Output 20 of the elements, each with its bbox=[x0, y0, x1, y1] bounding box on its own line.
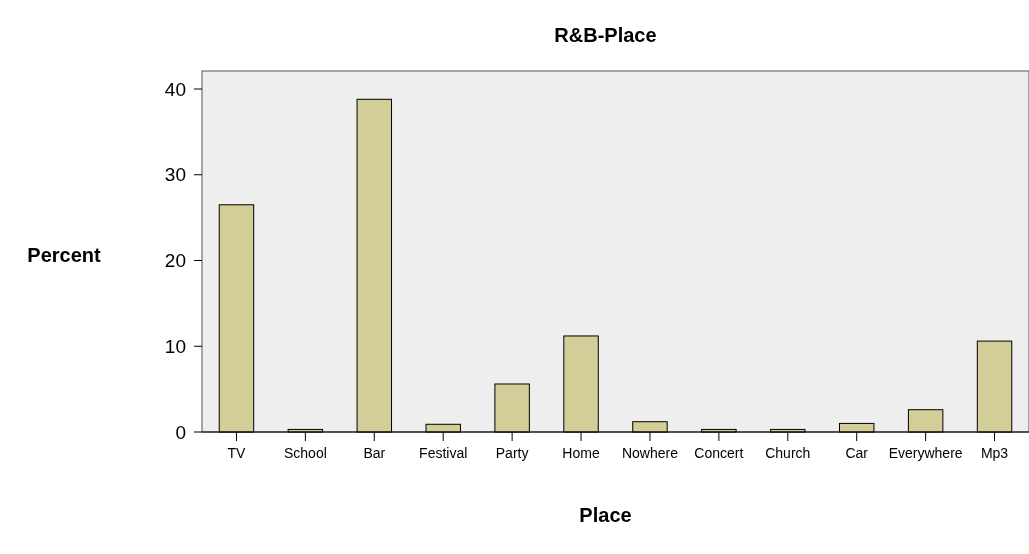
x-tick-label: Party bbox=[495, 445, 529, 461]
x-tick-label: Bar bbox=[363, 445, 386, 461]
x-tick-label: Concert bbox=[694, 445, 744, 461]
chart-title: R&B-Place bbox=[554, 24, 657, 46]
y-tick-label: 0 bbox=[175, 421, 186, 443]
y-tick-label: 30 bbox=[164, 164, 186, 186]
y-tick-label: 20 bbox=[164, 250, 186, 272]
x-tick-label: Festival bbox=[419, 445, 468, 461]
y-tick-label: 10 bbox=[164, 335, 186, 357]
y-axis-title: Percent bbox=[27, 244, 102, 266]
x-tick-label: Nowhere bbox=[621, 445, 679, 461]
x-tick-label: Mp3 bbox=[980, 445, 1009, 461]
x-tick-label: School bbox=[283, 445, 327, 461]
x-tick-label: Everywhere bbox=[888, 445, 963, 461]
x-tick-label: Home bbox=[562, 445, 600, 461]
x-tick-label: Car bbox=[845, 445, 869, 461]
x-tick-label: Church bbox=[765, 445, 811, 461]
y-tick-label: 40 bbox=[164, 78, 186, 100]
x-tick-label: TV bbox=[227, 445, 247, 461]
x-axis-title: Place bbox=[579, 504, 632, 526]
